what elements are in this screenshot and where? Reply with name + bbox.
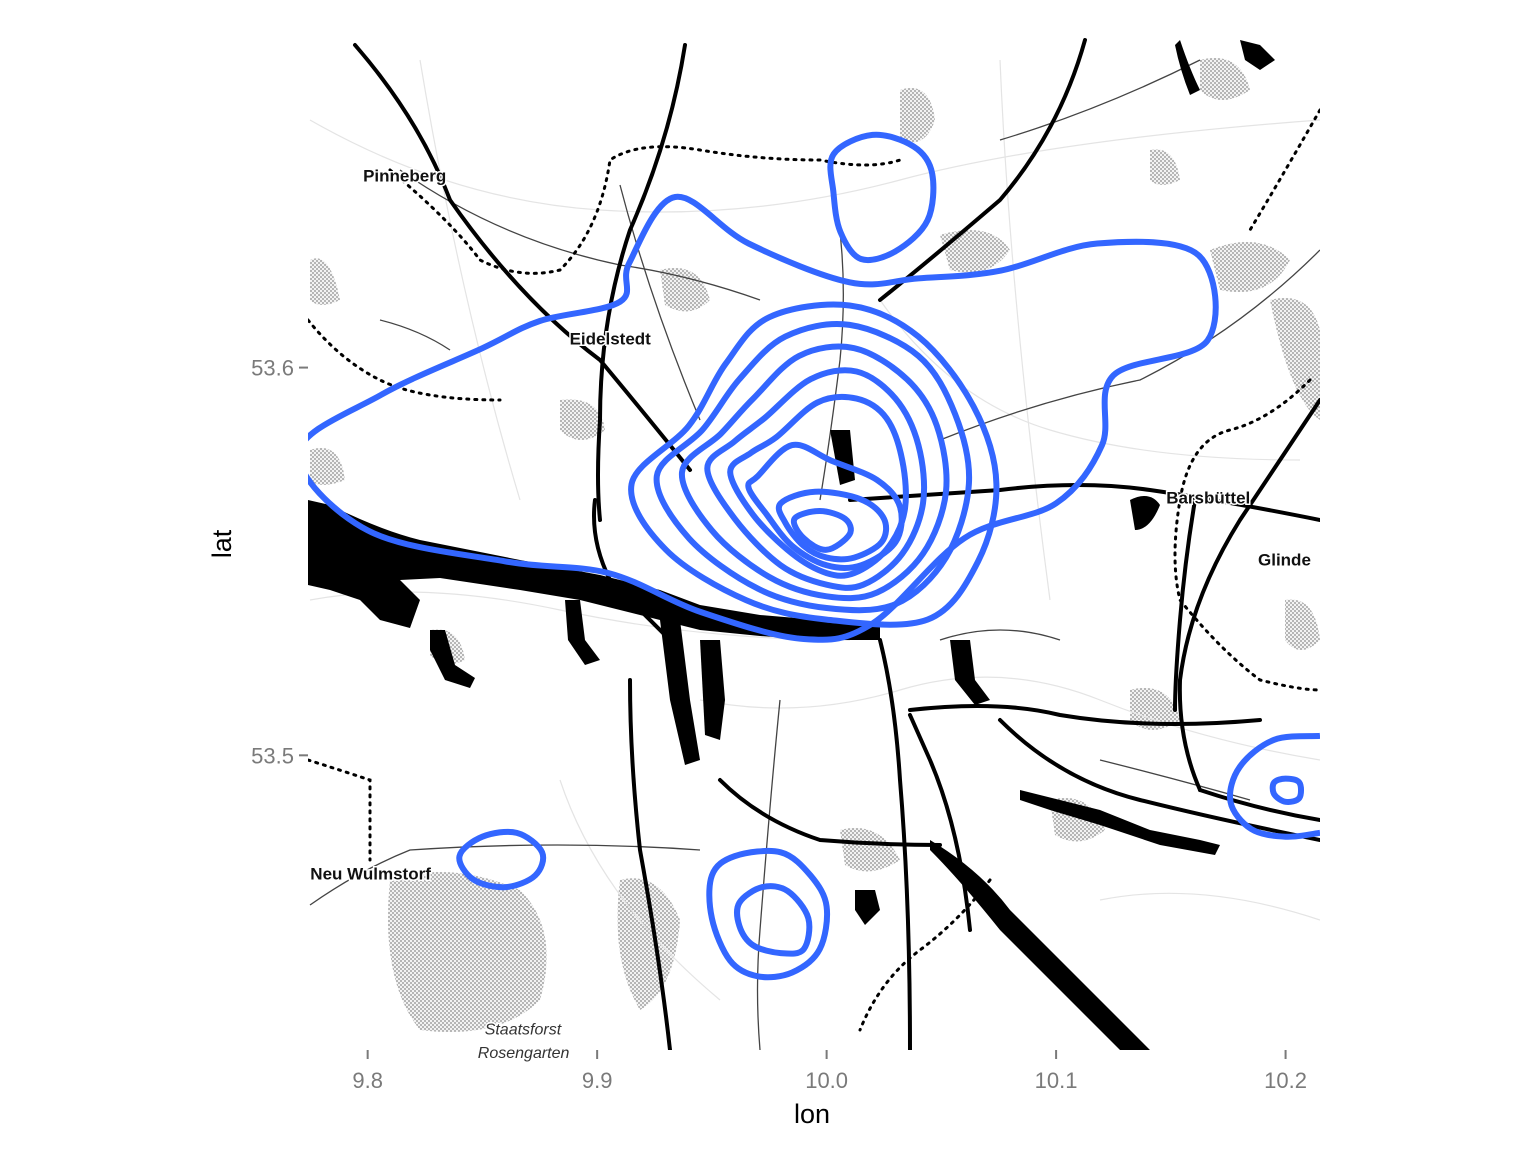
density-contours (308, 131, 1320, 981)
x-tick-label: 10.2 (1264, 1068, 1307, 1093)
x-axis-title: lon (794, 1099, 830, 1129)
density-contour-level-2 (734, 883, 813, 957)
y-tick-label: 53.6 (251, 356, 294, 381)
x-tick-label: 10.0 (805, 1068, 848, 1093)
place-labels: Pinneberg Eidelstedt Barsbüttel Glinde Neu W… (309, 165, 1313, 1063)
density-contour-level-1 (827, 131, 937, 264)
minor-streets (309, 59, 1320, 1001)
state-boundary (308, 108, 1320, 1032)
place-label-neu-wulmstorf: Neu Wulmstorf (310, 864, 431, 883)
place-label-glinde: Glinde (1258, 550, 1311, 569)
density-contour-level-2 (1269, 775, 1305, 805)
density-contour-level-8 (775, 488, 890, 563)
x-tick-label: 9.9 (582, 1068, 613, 1093)
density-contour-level-3 (653, 321, 973, 614)
major-roads (353, 38, 1320, 1050)
axes: 9.8 9.9 10.0 10.1 10.2 53.6 53.5 (251, 356, 1307, 1093)
place-label-barsbuettel: Barsbüttel (1166, 488, 1250, 507)
density-contour-level-7 (745, 441, 905, 571)
density-contour-level-2 (628, 301, 1000, 628)
place-label-staatsforst: Staatsforst (485, 1022, 562, 1039)
density-contour-level-1 (308, 193, 1219, 643)
y-tick-label: 53.5 (251, 743, 294, 768)
place-label-rosengarten: Rosengarten (478, 1045, 570, 1062)
density-contour-level-9 (790, 508, 854, 553)
secondary-roads (309, 59, 1320, 1050)
y-axis-title: lat (207, 529, 237, 558)
place-label-pinneberg: Pinneberg (363, 167, 446, 186)
water-bodies (308, 40, 1275, 1050)
density-contour-level-1 (456, 828, 547, 891)
x-tick-label: 9.8 (352, 1068, 383, 1093)
density-contour-level-1 (706, 847, 831, 981)
x-tick-label: 10.1 (1035, 1068, 1078, 1093)
density-contour-level-1 (1227, 732, 1320, 840)
density-contour-level-5 (704, 367, 928, 591)
density-contour-level-4 (678, 343, 950, 602)
place-label-eidelstedt: Eidelstedt (570, 329, 652, 348)
